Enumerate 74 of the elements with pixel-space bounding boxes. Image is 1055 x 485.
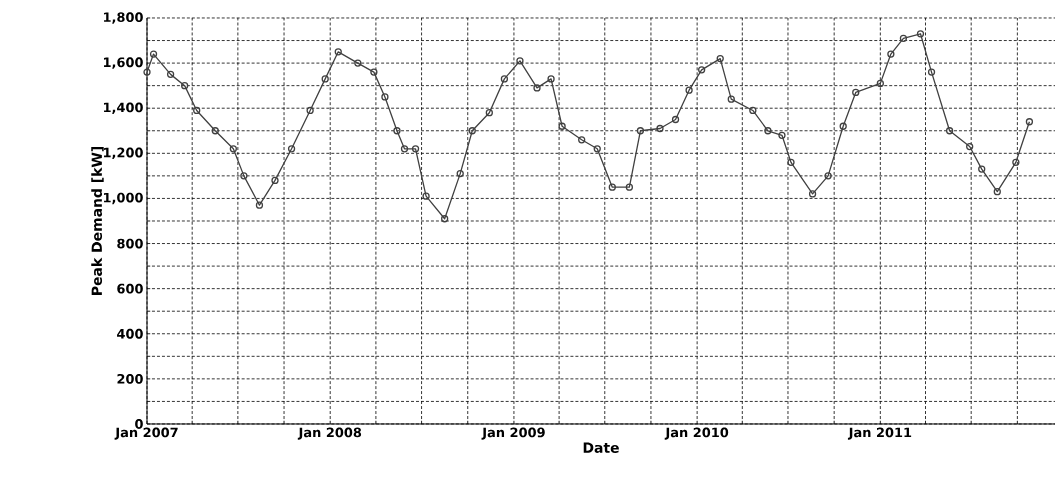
- point: [166, 70, 175, 79]
- x-tick-label: Jan 2010: [664, 427, 729, 440]
- point: [749, 106, 757, 115]
- point: [945, 127, 954, 135]
- point: [271, 176, 279, 185]
- point: [240, 172, 248, 180]
- point: [593, 145, 601, 153]
- point: [468, 127, 476, 135]
- point: [685, 86, 693, 94]
- point: [485, 109, 493, 117]
- y-tick-label: 200: [117, 373, 143, 384]
- point: [824, 172, 832, 180]
- point: [441, 215, 449, 223]
- point: [787, 158, 795, 166]
- point: [229, 145, 237, 153]
- point: [899, 34, 908, 42]
- point: [354, 59, 362, 67]
- point: [993, 188, 1001, 196]
- point: [306, 106, 314, 115]
- x-tick-label: Jan 2011: [847, 427, 912, 440]
- point: [558, 122, 566, 130]
- y-tick-label: 1,800: [103, 12, 143, 24]
- point: [778, 131, 786, 139]
- point: [916, 30, 925, 38]
- point: [393, 127, 401, 135]
- point: [149, 50, 158, 58]
- point: [321, 75, 329, 83]
- x-tick-label: Jan 2009: [481, 427, 545, 440]
- y-tick-label: 1,400: [103, 102, 143, 114]
- point: [727, 95, 735, 103]
- y-tick-label: 800: [117, 238, 143, 249]
- point: [608, 183, 616, 191]
- point: [500, 75, 509, 83]
- point: [456, 169, 464, 178]
- point: [370, 68, 378, 76]
- point: [516, 57, 524, 65]
- y-tick-label: 600: [117, 283, 143, 294]
- point: [966, 142, 974, 151]
- point: [978, 165, 986, 173]
- point: [656, 124, 664, 133]
- point: [547, 75, 555, 83]
- point: [764, 127, 772, 135]
- point: [422, 192, 430, 200]
- point: [625, 183, 634, 191]
- y-tick-label: 400: [117, 328, 143, 339]
- point: [334, 48, 342, 56]
- point: [636, 127, 645, 135]
- point: [533, 84, 541, 92]
- point: [839, 122, 847, 130]
- y-tick-label: 1,200: [103, 147, 143, 160]
- point: [1012, 158, 1020, 166]
- point: [716, 54, 724, 63]
- point: [852, 88, 860, 97]
- y-tick-label: 0: [135, 419, 143, 429]
- x-axis-title: Date: [583, 442, 619, 453]
- point: [698, 66, 706, 74]
- point: [381, 93, 389, 101]
- point: [400, 145, 409, 153]
- point: [287, 145, 296, 153]
- point: [808, 190, 817, 198]
- point: [181, 82, 189, 90]
- y-tick-label: 1,000: [103, 192, 143, 205]
- point: [927, 68, 936, 76]
- point: [671, 115, 680, 124]
- point: [876, 79, 884, 88]
- x-tick-label: Jan 2008: [297, 427, 362, 440]
- point: [193, 106, 201, 115]
- point: [578, 136, 586, 144]
- point: [211, 127, 219, 135]
- point: [255, 201, 264, 209]
- y-axis-title: Peak Demand [kW]: [91, 147, 104, 295]
- y-tick-label: 1,600: [103, 57, 143, 69]
- point: [887, 50, 895, 58]
- point: [411, 145, 420, 153]
